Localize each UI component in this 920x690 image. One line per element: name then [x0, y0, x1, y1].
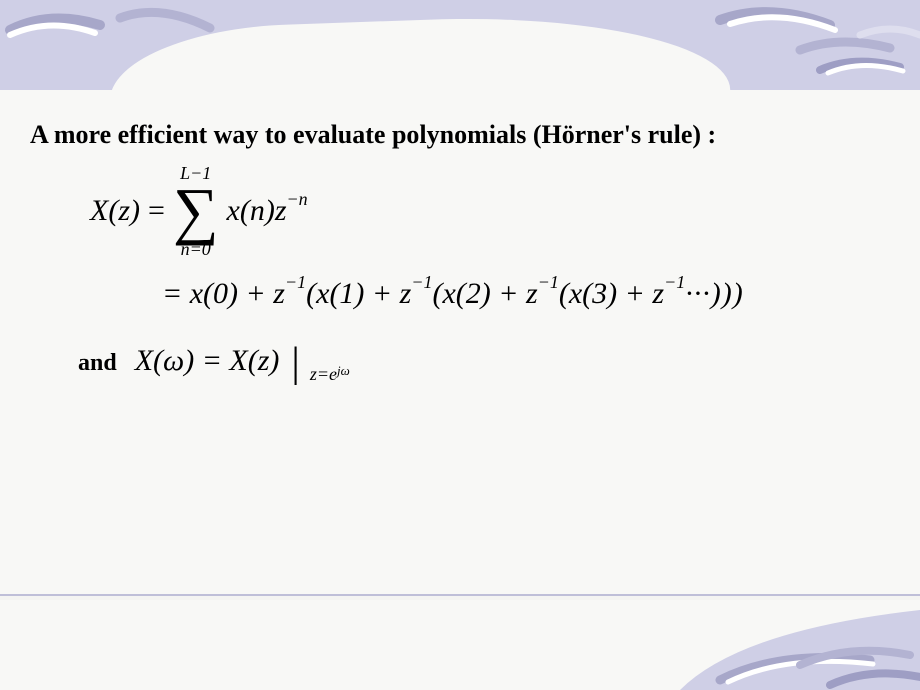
- top-ornament-band: [0, 0, 920, 90]
- exp-1b: −1: [411, 272, 432, 292]
- x3: (x(3) + z: [559, 277, 664, 310]
- sum-term-exp: −n: [287, 189, 308, 209]
- eval-sub: z=ejω: [310, 361, 350, 386]
- expanded-lead: = x(0) + z: [162, 277, 285, 310]
- eval-sub-pre: z=e: [310, 364, 337, 384]
- eval-bar: |: [291, 338, 299, 388]
- equation-line-1: X(z) = L−1 ∑ n=0 x(n)z−n: [90, 164, 900, 258]
- equation-line-3: and X(ω) = X(z) | z=ejω: [78, 332, 900, 382]
- eq-equals: =: [148, 193, 165, 229]
- x1: x(1) + z: [316, 277, 411, 310]
- sigma-lower: n=0: [181, 240, 211, 258]
- equation-line-2: = x(0) + z−1(x(1) + z−1(x(2) + z−1(x(3) …: [162, 276, 900, 312]
- spec-lhs: X(ω) = X(z): [135, 343, 280, 379]
- ellipsis-close: ···))): [685, 277, 743, 310]
- bottom-corner-ornament: [680, 570, 920, 690]
- sum-term: x(n)z−n: [227, 193, 308, 229]
- open-1: (: [306, 277, 316, 310]
- sigma-symbol: ∑: [173, 182, 219, 240]
- sum-term-base: x(n)z: [227, 194, 287, 227]
- equation-block: X(z) = L−1 ∑ n=0 x(n)z−n = x(0) + z−1(x(…: [90, 164, 900, 382]
- exp-1c: −1: [538, 272, 559, 292]
- x2: (x(2) + z: [433, 277, 538, 310]
- slide-heading: A more efficient way to evaluate polynom…: [30, 120, 900, 150]
- sigma-block: L−1 ∑ n=0: [173, 164, 219, 258]
- exp-1a: −1: [285, 272, 306, 292]
- eq-lhs: X(z): [90, 193, 140, 229]
- exp-1d: −1: [664, 272, 685, 292]
- eval-sub-exp: jω: [337, 363, 350, 378]
- slide-content: A more efficient way to evaluate polynom…: [30, 120, 900, 382]
- and-label: and: [78, 349, 117, 378]
